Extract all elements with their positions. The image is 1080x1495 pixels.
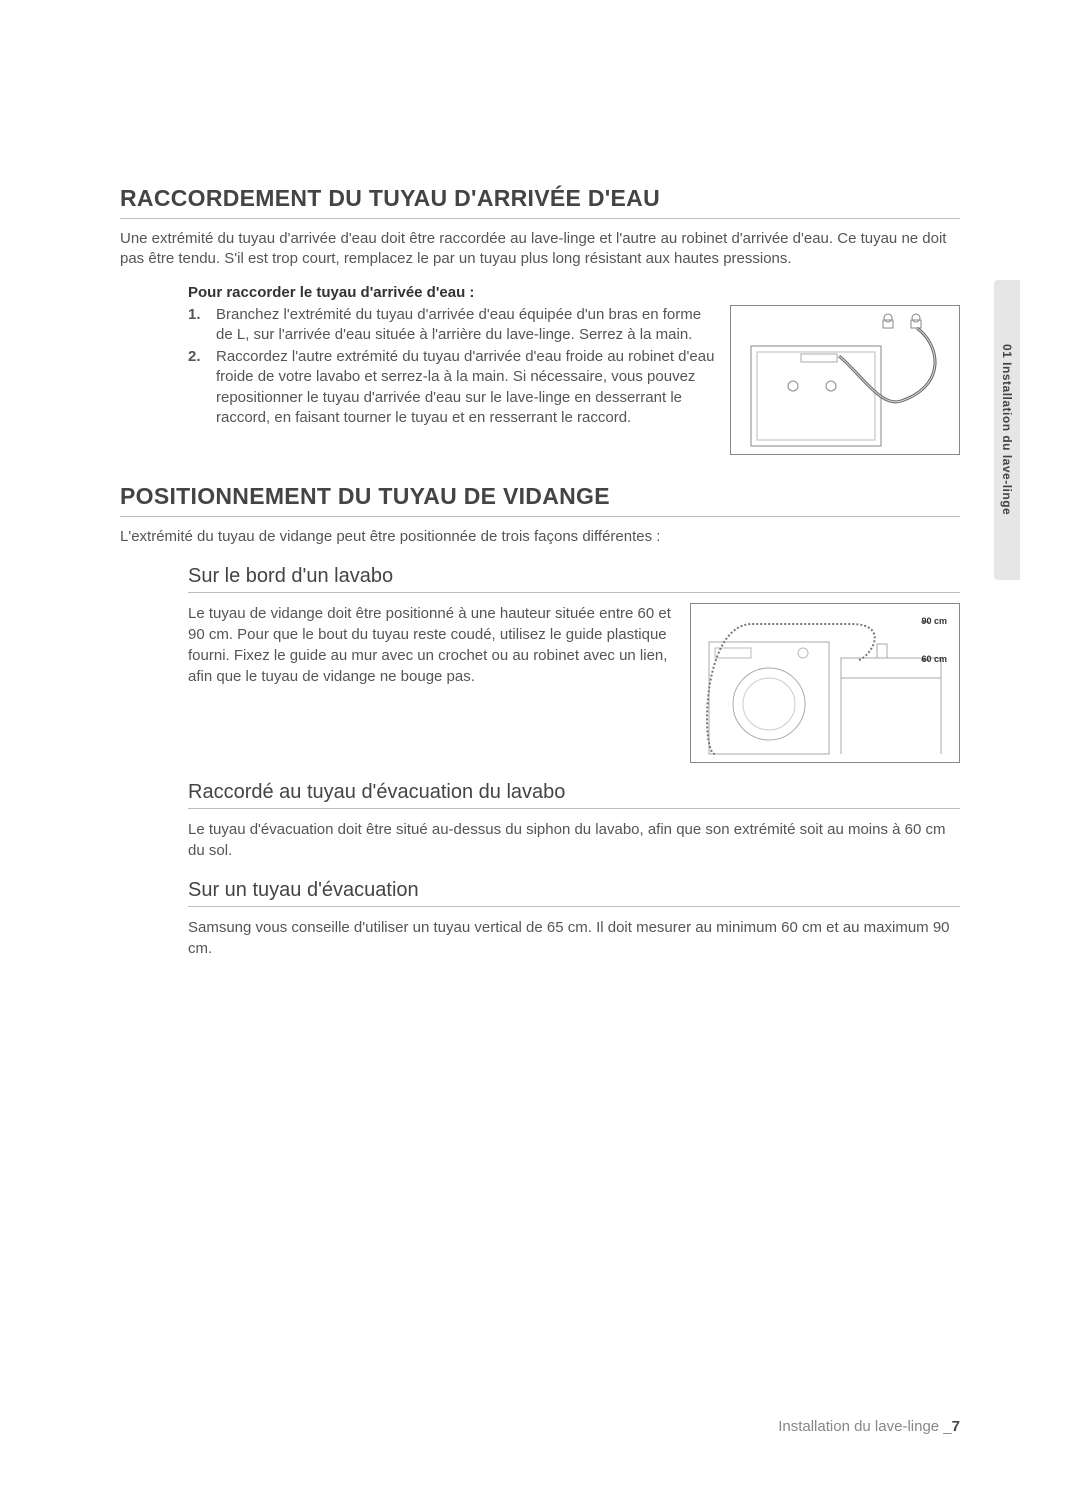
section2-intro: L'extrémité du tuyau de vidange peut êtr… (120, 527, 960, 547)
procedure-title: Pour raccorder le tuyau d'arrivée d'eau … (188, 284, 960, 301)
figure2-label-90: 90 cm (921, 616, 947, 626)
section1-heading: RACCORDEMENT DU TUYAU D'ARRIVÉE D'EAU (120, 185, 960, 219)
step-2-number: 2. (188, 347, 206, 428)
step-1: 1. Branchez l'extrémité du tuyau d'arriv… (188, 305, 716, 346)
sub3-heading: Sur un tuyau d'évacuation (188, 879, 960, 907)
page-footer: Installation du lave-linge _7 (778, 1418, 960, 1435)
footer-page-number: 7 (952, 1418, 960, 1435)
steps-column: 1. Branchez l'extrémité du tuyau d'arriv… (188, 305, 716, 431)
section1-procedure: Pour raccorder le tuyau d'arrivée d'eau … (188, 284, 960, 455)
figure-drain-basin: 90 cm 60 cm (690, 603, 960, 763)
sub2-body: Le tuyau d'évacuation doit être situé au… (188, 819, 960, 861)
figure-water-supply (730, 305, 960, 455)
section1-intro: Une extrémité du tuyau d'arrivée d'eau d… (120, 229, 960, 270)
footer-text: Installation du lave-linge _ (778, 1418, 951, 1435)
sub2-heading: Raccordé au tuyau d'évacuation du lavabo (188, 781, 960, 809)
side-tab: 01 Installation du lave-linge (994, 280, 1020, 580)
step-2-text: Raccordez l'autre extrémité du tuyau d'a… (216, 347, 716, 428)
sub1-body: Le tuyau de vidange doit être positionné… (188, 603, 676, 687)
figure2-label-60: 60 cm (921, 654, 947, 664)
step-1-number: 1. (188, 305, 206, 346)
side-tab-text: 01 Installation du lave-linge (1000, 344, 1014, 515)
sub3-body: Samsung vous conseille d'utiliser un tuy… (188, 917, 960, 959)
step-2: 2. Raccordez l'autre extrémité du tuyau … (188, 347, 716, 428)
step-1-text: Branchez l'extrémité du tuyau d'arrivée … (216, 305, 716, 346)
sub1-heading: Sur le bord d'un lavabo (188, 565, 960, 593)
section2-heading: POSITIONNEMENT DU TUYAU DE VIDANGE (120, 483, 960, 517)
